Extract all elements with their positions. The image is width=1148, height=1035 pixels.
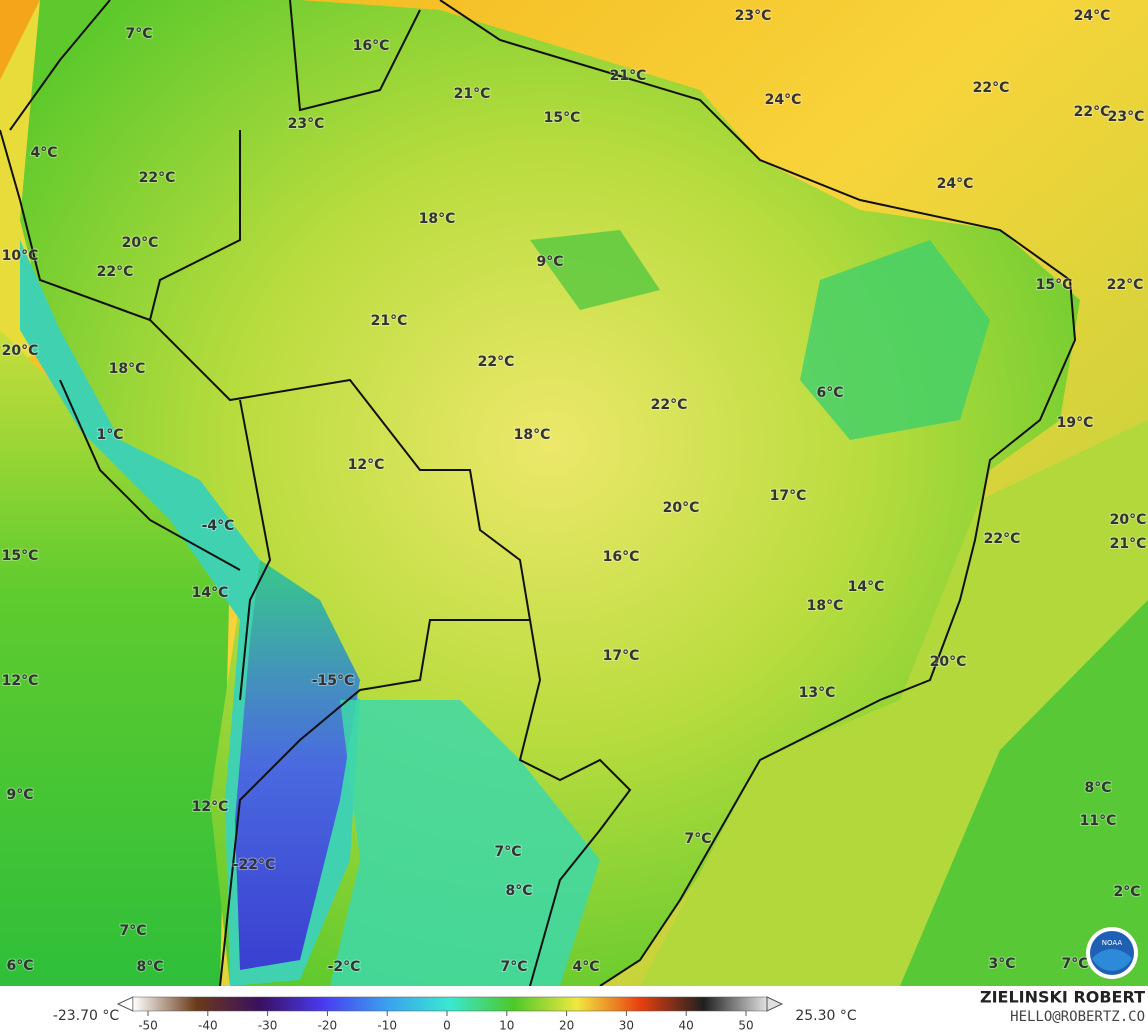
- temperature-label: 18°C: [109, 361, 146, 377]
- colorbar-max: 25.30 °C: [795, 1008, 857, 1024]
- logo-text: NOAA: [1102, 939, 1123, 947]
- colorbar-tick-label: -10: [377, 1019, 397, 1033]
- temperature-label: 22°C: [984, 531, 1021, 547]
- temperature-label: 22°C: [139, 170, 176, 186]
- temperature-label: 3°C: [988, 956, 1015, 972]
- temperature-label: 14°C: [848, 579, 885, 595]
- colorbar-tick-label: -40: [198, 1019, 218, 1033]
- temperature-label: 8°C: [1084, 780, 1111, 796]
- temperature-label: 6°C: [6, 958, 33, 974]
- credit-contact: HELLO@ROBERTZ.CO: [1010, 1009, 1145, 1025]
- temperature-label: 7°C: [684, 831, 711, 847]
- colorbar-min: -23.70 °C: [53, 1008, 120, 1024]
- temperature-label: -15°C: [312, 673, 355, 689]
- temperature-label: 9°C: [6, 787, 33, 803]
- colorbar-tick-label: -30: [258, 1019, 278, 1033]
- colorbar-tick-label: 0: [443, 1019, 451, 1033]
- temperature-label: 15°C: [1036, 277, 1073, 293]
- colorbar-tick-label: 20: [559, 1019, 574, 1033]
- temperature-label: 7°C: [119, 923, 146, 939]
- temperature-label: 20°C: [1110, 512, 1147, 528]
- temperature-label: 21°C: [1110, 536, 1147, 552]
- colorbar-tick-label: 40: [679, 1019, 694, 1033]
- colorbar-ticks: -50 -40 -30 -20 -10 0 10 20 30 40 50: [138, 1011, 754, 1033]
- temperature-label: 2°C: [1113, 884, 1140, 900]
- temperature-label: 24°C: [937, 176, 974, 192]
- temperature-label: 9°C: [536, 254, 563, 270]
- temperature-label: 24°C: [1074, 8, 1111, 24]
- temperature-label: 20°C: [2, 343, 39, 359]
- temperature-label: 15°C: [2, 548, 39, 564]
- temperature-label: 22°C: [1074, 104, 1111, 120]
- temperature-label: 10°C: [2, 248, 39, 264]
- temperature-label: 23°C: [735, 8, 772, 24]
- temperature-label: 18°C: [514, 427, 551, 443]
- temperature-label: 12°C: [348, 457, 385, 473]
- noaa-logo: NOAA: [1086, 927, 1138, 979]
- temperature-labels: 23°C 24°C7°C16°C21°C24°C22°C21°C22°C23°C1…: [1, 7, 1148, 976]
- temperature-label: -2°C: [328, 959, 361, 975]
- temperature-label: 24°C: [765, 92, 802, 108]
- temperature-label: -22°C: [233, 857, 276, 873]
- temperature-label: 22°C: [973, 80, 1010, 96]
- temperature-label: 7°C: [500, 959, 527, 975]
- temperature-label: 23°C: [1108, 109, 1145, 125]
- temperature-label: 21°C: [371, 313, 408, 329]
- temperature-label: 18°C: [807, 598, 844, 614]
- colorbar-tick-label: 50: [738, 1019, 753, 1033]
- temperature-label: 22°C: [97, 264, 134, 280]
- temperature-label: 7°C: [494, 844, 521, 860]
- borders: [0, 0, 1077, 987]
- temperature-label: 20°C: [122, 235, 159, 251]
- temperature-label: 7°C: [1061, 956, 1088, 972]
- temperature-label: 20°C: [663, 500, 700, 516]
- temperature-label: 8°C: [136, 959, 163, 975]
- temperature-label: 14°C: [192, 585, 229, 601]
- temperature-label: 4°C: [572, 959, 599, 975]
- temperature-label: 16°C: [353, 38, 390, 54]
- temperature-label: 19°C: [1057, 415, 1094, 431]
- credit-name: ZIELINSKI ROBERT: [980, 988, 1145, 1007]
- colorbar-tick-label: -50: [138, 1019, 158, 1033]
- temperature-label: 17°C: [603, 648, 640, 664]
- temperature-label: 22°C: [1107, 277, 1144, 293]
- temperature-label: 12°C: [192, 799, 229, 815]
- map-background: [0, 0, 1148, 986]
- temperature-label: -4°C: [202, 518, 235, 534]
- temperature-label: 8°C: [505, 883, 532, 899]
- temperature-label: 23°C: [288, 116, 325, 132]
- temperature-label: 21°C: [454, 86, 491, 102]
- temperature-label: 22°C: [478, 354, 515, 370]
- temperature-label: 18°C: [419, 211, 456, 227]
- temperature-label: 16°C: [603, 549, 640, 565]
- temperature-label: 22°C: [651, 397, 688, 413]
- temperature-label: 13°C: [799, 685, 836, 701]
- temperature-label: 15°C: [544, 110, 581, 126]
- temperature-label: 12°C: [2, 673, 39, 689]
- colorbar-tick-label: 30: [619, 1019, 634, 1033]
- temperature-label: 11°C: [1080, 813, 1117, 829]
- temperature-label: 6°C: [816, 385, 843, 401]
- colorbar-tick-label: 10: [499, 1019, 514, 1033]
- temperature-label: 20°C: [930, 654, 967, 670]
- temperature-label: 7°C: [125, 26, 152, 42]
- temperature-label: 21°C: [610, 68, 647, 84]
- bottom-bar: -23.70 °C 25.30 °C -50 -40 -30 -20 -10 0 10 20 3…: [0, 986, 1148, 1035]
- colorbar-tick-label: -20: [318, 1019, 338, 1033]
- temperature-label: 4°C: [30, 145, 57, 161]
- temperature-label: 17°C: [770, 488, 807, 504]
- temperature-label: 1°C: [96, 427, 123, 443]
